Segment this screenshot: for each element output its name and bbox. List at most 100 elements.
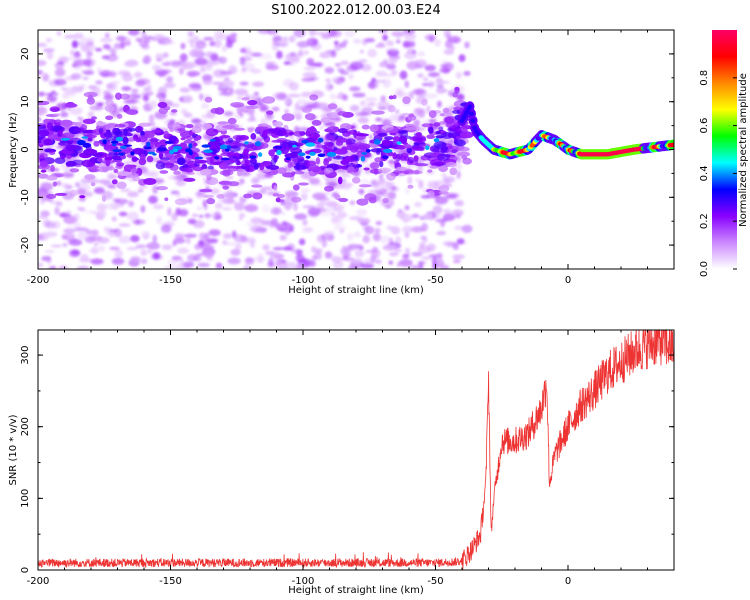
heatmap-cell	[38, 129, 50, 137]
heatmap-cell	[138, 122, 152, 127]
heatmap-cell	[219, 170, 234, 176]
heatmap-cell	[218, 56, 227, 64]
heatmap-cell	[361, 152, 368, 155]
heatmap-cell	[255, 97, 264, 106]
heatmap-x-axis-label: Height of straight line (km)	[288, 285, 424, 296]
heatmap-cell	[364, 169, 372, 175]
heatmap-cell	[440, 146, 449, 151]
heatmap-cell	[254, 141, 262, 147]
heatmap-cell	[217, 121, 229, 125]
heatmap-cell	[212, 81, 224, 85]
heatmap-cell	[311, 119, 322, 126]
heatmap-cell	[417, 73, 424, 78]
heatmap-cell	[213, 136, 219, 144]
heatmap-cell	[107, 174, 119, 180]
heatmap-cell	[54, 206, 60, 215]
heatmap-cell	[377, 167, 392, 173]
heatmap-cell	[171, 255, 182, 261]
heatmap-cell	[285, 228, 291, 235]
heatmap-cell	[152, 66, 162, 71]
heatmap-cell	[126, 211, 139, 221]
heatmap-cell	[396, 141, 402, 145]
heatmap-cell	[236, 96, 244, 101]
heatmap-cell	[220, 152, 232, 157]
heatmap-cell	[298, 152, 306, 157]
heatmap-cell	[88, 235, 103, 242]
heatmap-cell	[148, 100, 158, 109]
colorbar-strip	[712, 30, 737, 269]
heatmap-cell	[371, 110, 385, 115]
heatmap-cell	[189, 49, 199, 58]
heatmap-cell	[343, 39, 349, 45]
heatmap-cell	[214, 107, 225, 115]
heatmap-cell	[433, 138, 440, 143]
heatmap-cell	[241, 62, 255, 72]
heatmap-cell	[176, 128, 186, 132]
heatmap-cell	[62, 171, 75, 178]
heatmap-cell	[82, 118, 96, 125]
heatmap-cell	[380, 95, 386, 102]
heatmap-cell	[219, 135, 231, 139]
heatmap-cell	[426, 134, 436, 139]
heatmap-cell	[415, 163, 429, 167]
heatmap-cell	[93, 140, 100, 147]
heatmap-cell	[412, 134, 427, 142]
heatmap-cell	[424, 34, 437, 41]
heatmap-cell	[73, 53, 82, 59]
heatmap-cell	[183, 177, 196, 182]
heatmap-cell	[214, 40, 222, 48]
heatmap-cell	[302, 226, 314, 233]
heatmap-cell	[319, 210, 333, 217]
heatmap-cell	[257, 253, 264, 261]
heatmap-cell	[183, 139, 193, 144]
heatmap-cell	[308, 177, 321, 185]
heatmap-cell	[292, 144, 297, 148]
heatmap-cell	[132, 175, 141, 182]
heatmap-cell	[157, 147, 168, 152]
heatmap-cell	[172, 241, 177, 247]
heatmap-cell	[249, 155, 257, 159]
heatmap-cell	[359, 217, 371, 225]
heatmap-cell	[165, 40, 175, 45]
snr-x-tick-label: 0	[565, 576, 571, 587]
heatmap-cell	[70, 49, 75, 56]
heatmap-cell	[352, 92, 366, 98]
heatmap-cell	[281, 113, 295, 122]
heatmap-cell	[349, 61, 364, 70]
heatmap-cell	[130, 256, 141, 263]
snr-series-line	[38, 330, 674, 570]
heatmap-cell	[217, 33, 228, 38]
heatmap-cell	[356, 208, 368, 216]
heatmap-cell	[307, 207, 322, 217]
heatmap-cell	[228, 181, 240, 187]
heatmap-cell	[140, 205, 146, 213]
heatmap-cell	[250, 133, 257, 140]
heatmap-cell	[392, 94, 397, 100]
heatmap-cell	[152, 153, 157, 156]
heatmap-cell	[319, 200, 327, 205]
heatmap-cell	[302, 219, 308, 226]
heatmap-cell	[361, 124, 370, 130]
snr-panel: -200 -150 -100 -50 0 0 100 200 300 Height of st…	[8, 329, 675, 596]
heatmap-cell	[148, 138, 160, 142]
heatmap-cell	[234, 202, 245, 211]
heatmap-cell	[190, 87, 202, 92]
heatmap-cell	[65, 226, 77, 230]
heatmap-cell	[324, 67, 335, 74]
heatmap-cell	[65, 144, 77, 152]
heatmap-cell	[302, 72, 317, 79]
heatmap-cell	[109, 232, 115, 238]
heatmap-cell	[196, 206, 203, 211]
heatmap-cell	[244, 141, 249, 145]
heatmap-cell	[452, 125, 458, 130]
heatmap-cell	[380, 189, 387, 193]
heatmap-cell	[47, 134, 58, 140]
heatmap-cell	[337, 111, 348, 116]
heatmap-cell	[406, 146, 412, 154]
heatmap-cell	[77, 116, 82, 120]
heatmap-cell	[137, 189, 144, 193]
heatmap-cell	[105, 115, 114, 121]
heatmap-cell	[185, 124, 194, 129]
heatmap-cell	[244, 204, 259, 213]
heatmap-cell	[245, 222, 253, 226]
